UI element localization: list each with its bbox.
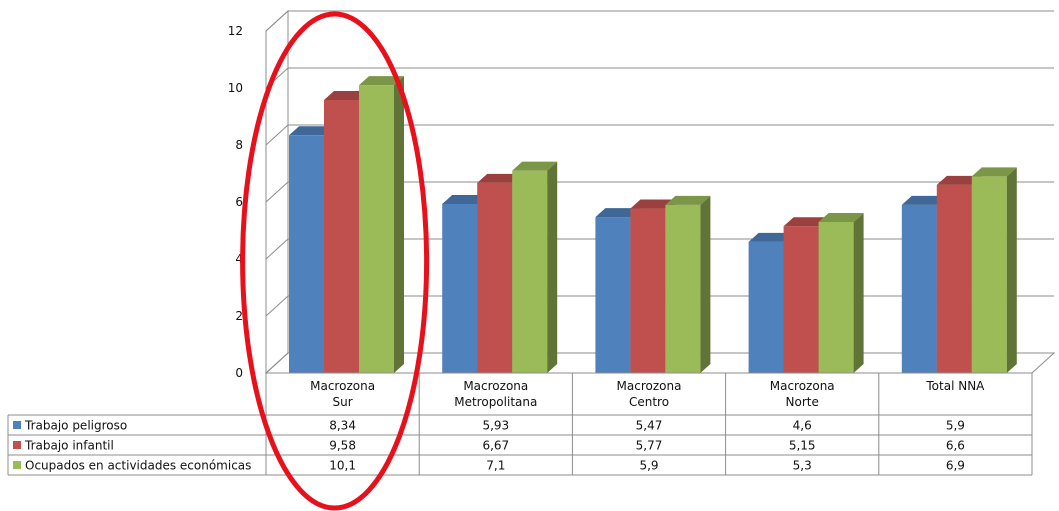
data-label: 4,6 <box>793 419 812 433</box>
bar-top <box>630 199 676 209</box>
bar-side <box>394 76 404 374</box>
data-label: 10,1 <box>329 459 356 473</box>
category-label: Macrozona <box>770 379 835 393</box>
bar-front <box>936 184 972 373</box>
data-label: 5,47 <box>636 419 663 433</box>
category-label: Total NNA <box>925 379 985 393</box>
data-label: 8,34 <box>329 419 356 433</box>
legend-label: Ocupados en actividades económicas <box>25 459 251 473</box>
data-label: 5,77 <box>636 439 663 453</box>
y-tick-label: 6 <box>235 195 243 209</box>
y-tick-label: 12 <box>228 24 243 38</box>
category-label: Macrozona <box>617 379 682 393</box>
bar-top <box>901 195 947 205</box>
y-axis: 0 2 4 6 8 10 12 <box>228 24 243 380</box>
bar-top <box>783 217 829 227</box>
category-label: Metropolitana <box>454 395 537 409</box>
data-label: 5,3 <box>793 459 812 473</box>
bar-front <box>324 99 359 373</box>
bar-top <box>595 208 641 218</box>
bar-front <box>630 208 666 373</box>
bar-front <box>971 176 1007 373</box>
bars <box>289 76 1017 374</box>
bar-top <box>324 90 369 100</box>
bar-front <box>901 204 937 373</box>
bar-top <box>748 232 794 242</box>
bar-top <box>289 126 334 136</box>
annotations <box>240 11 430 511</box>
data-label: 5,9 <box>639 459 658 473</box>
bar-top <box>936 175 982 185</box>
bar-side <box>700 195 711 373</box>
bar-top <box>359 76 404 86</box>
legend-label: Trabajo peligroso <box>24 419 127 433</box>
bar-side <box>547 161 558 373</box>
highlight-ellipse <box>240 11 430 511</box>
bar-side <box>853 212 864 373</box>
bar <box>818 212 864 373</box>
y-tick-label: 0 <box>235 366 243 380</box>
legend-label: Trabajo infantil <box>24 439 114 453</box>
category-label: Norte <box>786 395 819 409</box>
data-label: 5,9 <box>946 419 965 433</box>
gridline <box>265 10 1054 32</box>
data-label: 5,15 <box>789 439 816 453</box>
data-label: 5,93 <box>482 419 509 433</box>
bar <box>971 167 1017 373</box>
data-label: 6,9 <box>946 459 965 473</box>
legend-swatch <box>13 461 21 469</box>
y-tick-label: 4 <box>235 252 243 266</box>
category-label: Centro <box>629 395 669 409</box>
bar-front <box>818 221 854 373</box>
bar-front <box>477 182 513 373</box>
data-table: Macrozona Sur Macrozona Metropolitana Macroz… <box>7 372 1033 476</box>
bar-front <box>289 135 324 373</box>
bar-front <box>748 241 784 373</box>
bar-front <box>783 226 819 373</box>
bar-top <box>665 195 711 205</box>
gridline <box>265 181 1054 203</box>
category-label: Macrozona <box>310 379 375 393</box>
data-label: 6,6 <box>946 439 965 453</box>
bar-front <box>665 204 701 373</box>
bar-top <box>512 161 558 171</box>
category-label: Sur <box>333 395 353 409</box>
legend-swatch <box>13 421 21 429</box>
gridline <box>265 124 1054 146</box>
y-tick-label: 8 <box>235 138 243 152</box>
bar <box>359 76 404 374</box>
bar-front <box>595 217 631 373</box>
bar <box>512 161 558 373</box>
bar-top <box>442 194 488 204</box>
bar-front <box>442 203 478 373</box>
bar-side <box>1006 167 1017 373</box>
bar-front <box>359 85 394 374</box>
y-tick-label: 2 <box>235 309 243 323</box>
legend-swatch <box>13 441 21 449</box>
data-label: 6,67 <box>482 439 509 453</box>
data-label: 9,58 <box>329 439 356 453</box>
bar-top <box>818 212 864 222</box>
category-label: Macrozona <box>463 379 528 393</box>
y-tick-label: 10 <box>228 81 243 95</box>
data-label: 7,1 <box>486 459 505 473</box>
bar <box>665 195 711 373</box>
bar-top <box>477 173 523 183</box>
bar-top <box>971 167 1017 177</box>
bar-front <box>512 170 548 373</box>
